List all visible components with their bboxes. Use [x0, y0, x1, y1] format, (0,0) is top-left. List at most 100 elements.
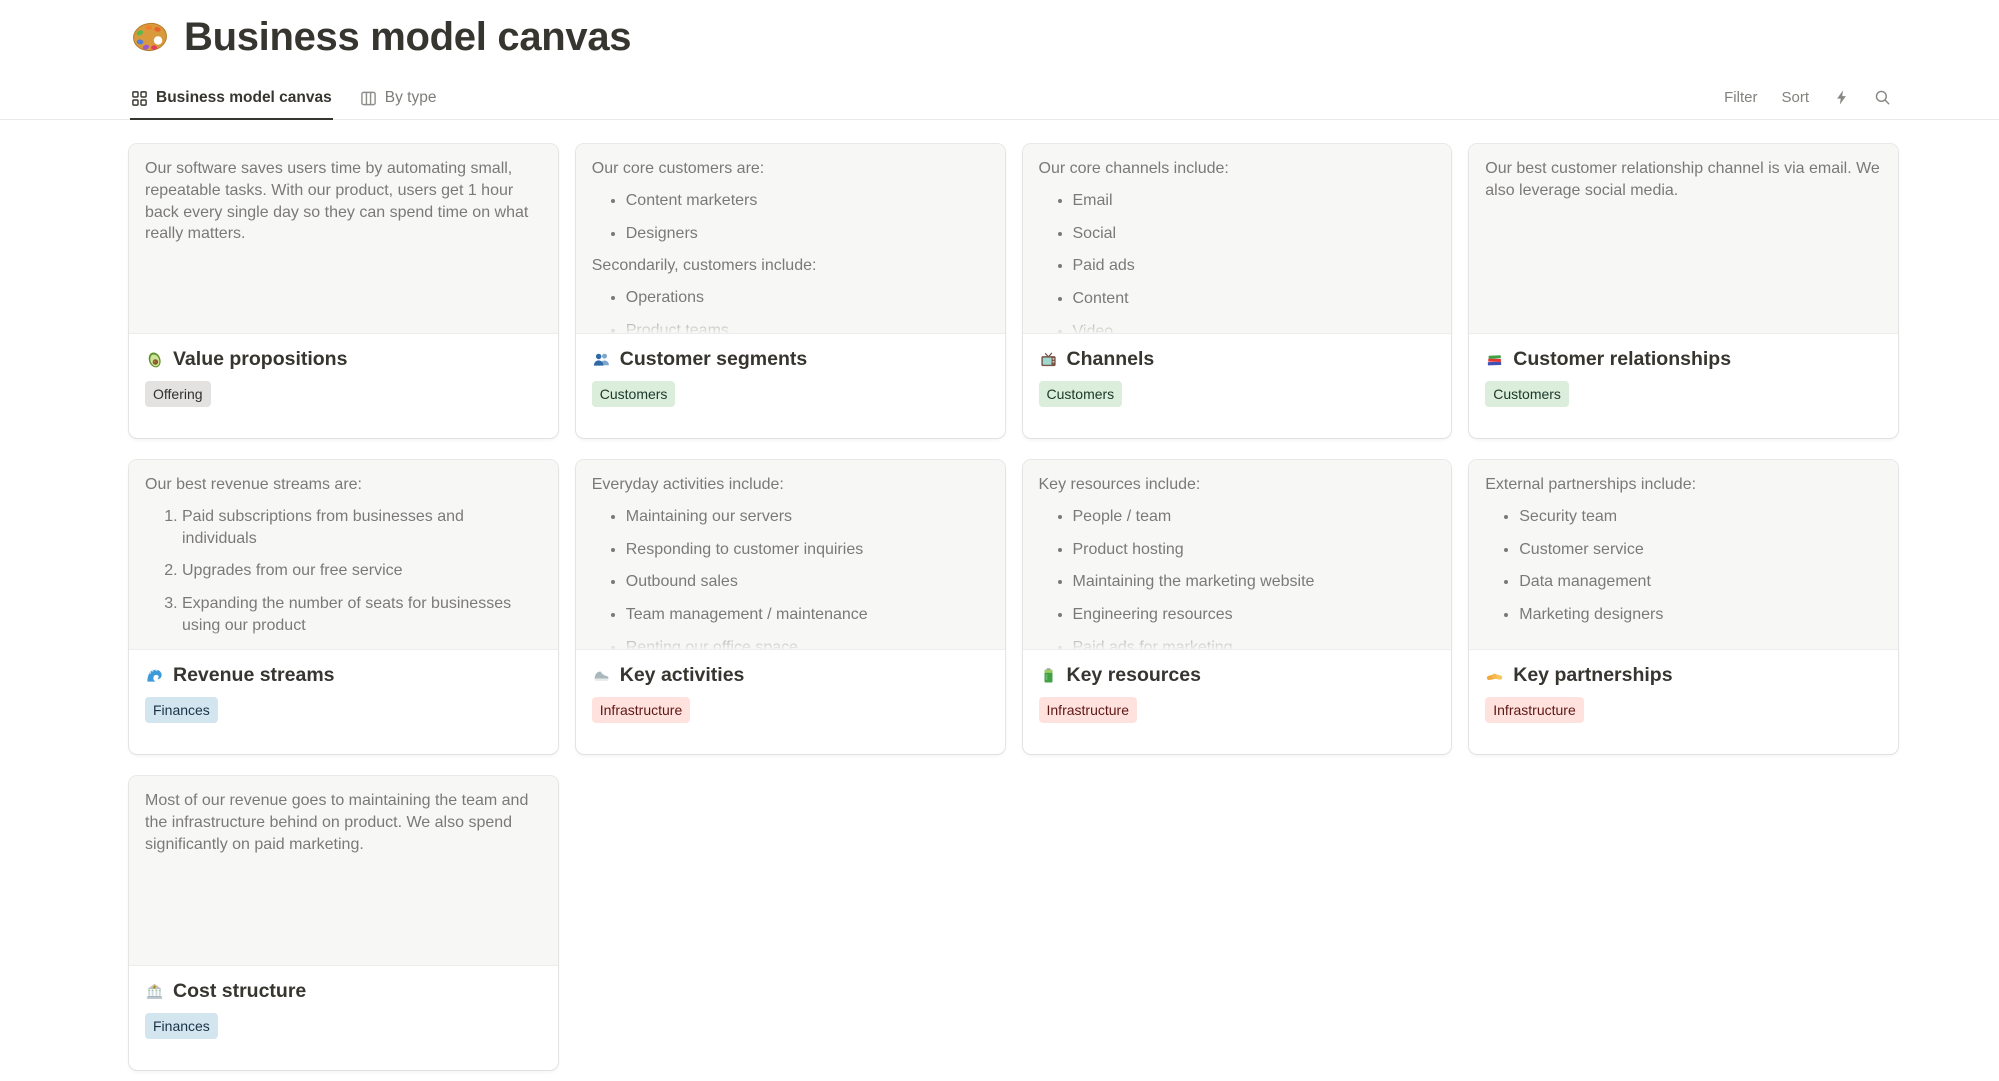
gallery-card-revenue-streams[interactable]: Our best revenue streams are: Paid subscr…: [129, 460, 558, 754]
tv-icon: [1039, 350, 1058, 369]
preview-bullet-list: Maintaining our servers Responding to cus…: [592, 506, 989, 649]
preview-list-item: Paid ads: [1073, 255, 1436, 277]
card-preview-content: Our core channels include: Email Social Pai…: [1023, 144, 1452, 333]
gallery-card-key-resources[interactable]: Key resources include: People / team Produ…: [1022, 460, 1452, 754]
preview-list-item: Video: [1073, 321, 1436, 333]
palette-icon[interactable]: [130, 17, 170, 57]
handshake-icon: [1485, 666, 1504, 685]
card-preview-content: Our best revenue streams are: Paid subscr…: [129, 460, 558, 637]
card-title: Key resources: [1066, 664, 1201, 686]
preview-bullet-list: Email Social Paid ads Content Video: [1039, 190, 1436, 333]
card-body: Key partnerships Infrastructure: [1469, 650, 1898, 737]
card-tag[interactable]: Customers: [1038, 381, 1123, 408]
card-tag[interactable]: Infrastructure: [1485, 697, 1584, 724]
gallery-card-cost-structure[interactable]: Most of our revenue goes to maintaining …: [129, 776, 558, 1070]
preview-list-item: Content: [1073, 288, 1436, 310]
avocado-icon: [145, 350, 164, 369]
card-title-row: Cost structure: [145, 979, 542, 1003]
tab-label: Business model canvas: [156, 89, 332, 106]
preview-bullet-list: Operations Product teams: [592, 287, 989, 333]
card-tag[interactable]: Infrastructure: [1038, 697, 1137, 724]
card-body: Customer segments Customers: [576, 334, 1005, 421]
card-tag[interactable]: Customers: [1485, 381, 1569, 408]
preview-list-item: Expanding the number of seats for busine…: [182, 593, 542, 637]
card-preview-content: Everyday activities include: Maintaining …: [576, 460, 1005, 649]
preview-paragraph: Secondarily, customers include:: [591, 257, 817, 275]
preview-list-item: Team management / maintenance: [626, 604, 989, 626]
tab-by-type[interactable]: By type: [359, 81, 438, 120]
page-header: Business model canvas: [0, 0, 1999, 61]
preview-list-item: Renting our office space: [626, 637, 989, 649]
preview-bullet-list: Content marketers Designers: [592, 190, 989, 245]
page-title[interactable]: Business model canvas: [184, 15, 632, 59]
battery-icon: [1039, 666, 1058, 685]
preview-list-item: Engineering resources: [1073, 604, 1436, 626]
automations-button[interactable]: [1833, 89, 1850, 106]
card-title-row: Value propositions: [145, 347, 542, 371]
preview-paragraph: Our best revenue streams are:: [145, 476, 362, 493]
card-preview: Our core customers are: Content marketers…: [575, 144, 1005, 334]
card-title-row: Customer relationships: [1485, 347, 1882, 371]
preview-list-item: Content marketers: [626, 190, 989, 212]
card-preview-content: Key resources include: People / team Produ…: [1023, 460, 1452, 649]
preview-paragraph: Key resources include:: [1038, 476, 1201, 493]
card-preview-content: Most of our revenue goes to maintaining …: [129, 776, 558, 855]
gallery-card-key-partnerships[interactable]: External partnerships include: Security t…: [1469, 460, 1898, 754]
preview-list-item: Product hosting: [1073, 539, 1436, 561]
card-body: Channels Customers: [1023, 334, 1452, 421]
tab-business-model-canvas[interactable]: Business model canvas: [130, 81, 333, 120]
card-title: Customer segments: [619, 348, 808, 370]
preview-list-item: Outbound sales: [626, 571, 989, 593]
card-title-row: Key activities: [592, 663, 989, 687]
card-preview: External partnerships include: Security t…: [1469, 460, 1898, 650]
preview-list-item: Security team: [1519, 506, 1882, 528]
gallery-card-value-propositions[interactable]: Our software saves users time by automat…: [129, 144, 558, 438]
card-tag[interactable]: Infrastructure: [591, 697, 691, 724]
card-tag[interactable]: Finances: [145, 1013, 218, 1040]
card-preview-content: Our core customers are: Content marketers…: [576, 144, 1005, 333]
card-tag[interactable]: Offering: [145, 381, 211, 408]
card-title: Key partnerships: [1513, 664, 1673, 686]
preview-paragraph: Our core channels include:: [1038, 160, 1229, 177]
gallery-card-customer-segments[interactable]: Our core customers are: Content marketers…: [575, 144, 1005, 438]
card-title: Revenue streams: [173, 664, 335, 686]
card-title-row: Channels: [1039, 347, 1436, 371]
gallery-grid: Our software saves users time by automat…: [129, 144, 1898, 1070]
lightning-icon: [1833, 89, 1850, 106]
card-title-row: Key partnerships: [1485, 663, 1882, 687]
preview-list-item: Marketing designers: [1519, 604, 1882, 626]
preview-paragraph: Our core customers are:: [591, 160, 765, 177]
gallery-card-customer-relationships[interactable]: Our best customer relationship channel i…: [1469, 144, 1898, 438]
card-title: Channels: [1066, 348, 1155, 370]
sort-button[interactable]: Sort: [1781, 89, 1809, 106]
search-button[interactable]: [1874, 89, 1891, 106]
card-title-row: Customer segments: [592, 347, 989, 371]
gallery-view-icon: [131, 90, 148, 107]
card-preview-content: Our software saves users time by automat…: [129, 144, 558, 245]
preview-list-item: Customer service: [1519, 539, 1882, 561]
gallery-card-channels[interactable]: Our core channels include: Email Social Pai…: [1022, 144, 1452, 438]
preview-list-item: Operations: [626, 287, 989, 309]
preview-list-item: Designers: [626, 223, 989, 245]
card-body: Value propositions Offering: [129, 334, 558, 421]
filter-button[interactable]: Filter: [1724, 89, 1758, 106]
card-title-row: Revenue streams: [145, 663, 542, 687]
preview-list-item: Product teams: [626, 320, 989, 333]
books-icon: [1485, 350, 1504, 369]
preview-bullet-list: Security team Customer service Data manage…: [1485, 506, 1882, 626]
card-body: Cost structure Finances: [129, 966, 558, 1053]
card-preview: Our best revenue streams are: Paid subscr…: [129, 460, 558, 650]
search-icon: [1874, 89, 1891, 106]
card-tag[interactable]: Finances: [145, 697, 218, 724]
card-body: Key activities Infrastructure: [576, 650, 1005, 737]
gallery-card-key-activities[interactable]: Everyday activities include: Maintaining …: [575, 460, 1005, 754]
card-tag[interactable]: Customers: [591, 381, 676, 408]
card-title: Customer relationships: [1513, 348, 1732, 370]
wave-icon: [145, 666, 164, 685]
card-body: Key resources Infrastructure: [1023, 650, 1452, 737]
preview-paragraph: Our software saves users time by automat…: [145, 160, 529, 243]
card-preview-content: Our best customer relationship channel i…: [1469, 144, 1898, 202]
card-preview: Our core channels include: Email Social Pai…: [1022, 144, 1452, 334]
preview-paragraph: Our best customer relationship channel i…: [1485, 160, 1880, 199]
board-view-icon: [360, 90, 377, 107]
